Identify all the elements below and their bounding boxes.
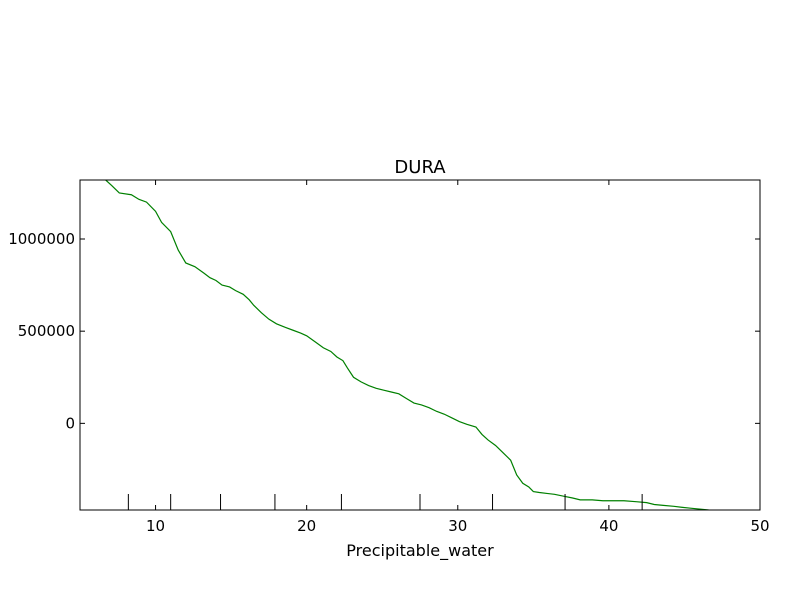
x-axis-label: Precipitable_water [346,541,494,561]
y-tick-label: 0 [65,414,75,432]
x-tick-label: 40 [599,517,618,535]
y-tick-label: 1000000 [8,230,75,248]
x-tick-label: 30 [448,517,467,535]
series-line-0 [105,180,709,510]
y-tick-label: 500000 [18,322,75,340]
x-axis: 10 20 30 40 50 [146,180,770,535]
x-tick-label: 20 [297,517,316,535]
y-axis: 0 500000 1000000 [8,230,760,432]
plot-area [105,180,709,510]
x-tick-label: 10 [146,517,165,535]
x-tick-label: 50 [750,517,769,535]
rug-marks [127,494,643,510]
chart-title: DURA [394,157,446,178]
plot-frame [79,179,761,511]
